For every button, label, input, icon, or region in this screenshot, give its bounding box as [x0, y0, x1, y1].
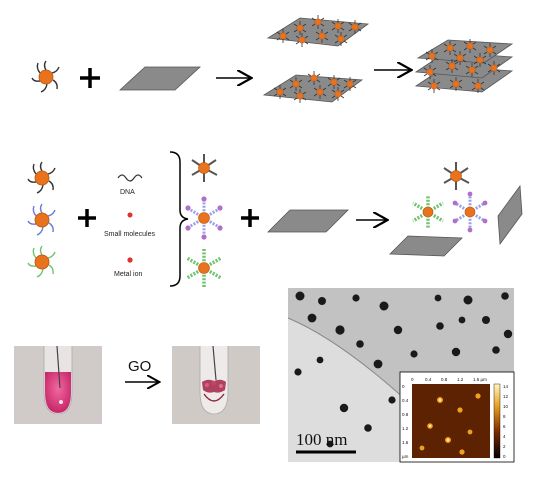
colorbar-ticks: 14 12 10 8 6 4 2 0 [503, 384, 509, 459]
plus-sign [241, 209, 259, 227]
curly-brace [169, 151, 189, 287]
nanoparticle-green-ligands [27, 245, 56, 278]
functionalized-np-blue [185, 196, 223, 240]
svg-text:12: 12 [503, 394, 509, 399]
nanoparticle-blue-ligands [27, 203, 56, 236]
dna-icon [117, 174, 143, 182]
svg-text:8: 8 [503, 414, 506, 419]
afm-y-ticks: 0 0.4 0.8 1.2 1.6 µm [402, 384, 409, 459]
functionalized-np-dark [191, 154, 218, 182]
svg-text:0: 0 [503, 454, 506, 459]
stacked-sheets [414, 38, 514, 94]
small-molecules-label: Small molecules [104, 231, 155, 238]
svg-text:0.4: 0.4 [425, 377, 432, 382]
svg-text:4: 4 [503, 434, 506, 439]
afm-inset: 0 0.4 0.8 1.2 1.6 µm 0 0.4 0.8 1.2 1.6 µ… [399, 371, 515, 463]
plus-sign [78, 209, 96, 227]
metal-ion-icon [127, 257, 133, 263]
dna-label: DNA [120, 189, 135, 196]
afm-x-ticks: 0 0.4 0.8 1.2 1.6 µm [411, 377, 487, 382]
svg-text:1.6: 1.6 [402, 440, 409, 445]
svg-text:0.4: 0.4 [402, 398, 409, 403]
functionalized-np-green [186, 248, 222, 288]
decorated-sheet-top [266, 14, 370, 48]
svg-text:1.6 µm: 1.6 µm [473, 377, 487, 382]
graphene-sheet [118, 66, 202, 91]
metal-ion-label: Metal ion [114, 271, 143, 278]
colorbar [493, 383, 501, 459]
row-1-scheme [31, 14, 514, 104]
svg-text:2: 2 [503, 444, 506, 449]
svg-text:0: 0 [402, 384, 405, 389]
svg-text:µm: µm [402, 454, 409, 459]
decorated-sheet-bottom [262, 70, 364, 104]
plus-sign [80, 68, 100, 88]
svg-text:0.8: 0.8 [441, 377, 448, 382]
svg-text:1.2: 1.2 [457, 377, 464, 382]
svg-text:14: 14 [503, 384, 509, 389]
svg-text:1.2: 1.2 [402, 426, 409, 431]
nanoparticle-dark-ligands [27, 161, 56, 194]
tem-image: 100 nm 0 0.4 0.8 1.2 1.6 µm [287, 288, 515, 463]
tube-photo-before [14, 345, 102, 424]
row-2-scheme: DNA Small molecules Metal ion [27, 151, 523, 288]
go-label: GO [128, 358, 151, 375]
product-assembly [389, 162, 523, 257]
scale-bar-label: 100 nm [296, 430, 347, 449]
svg-text:6: 6 [503, 424, 506, 429]
graphene-sheet [267, 209, 349, 233]
small-molecule-dot [127, 212, 133, 218]
svg-text:0.8: 0.8 [402, 412, 409, 417]
nanoparticle-dark-ligands [31, 60, 60, 93]
tube-photo-after [172, 345, 260, 424]
svg-text:0: 0 [411, 377, 414, 382]
svg-text:10: 10 [503, 404, 509, 409]
